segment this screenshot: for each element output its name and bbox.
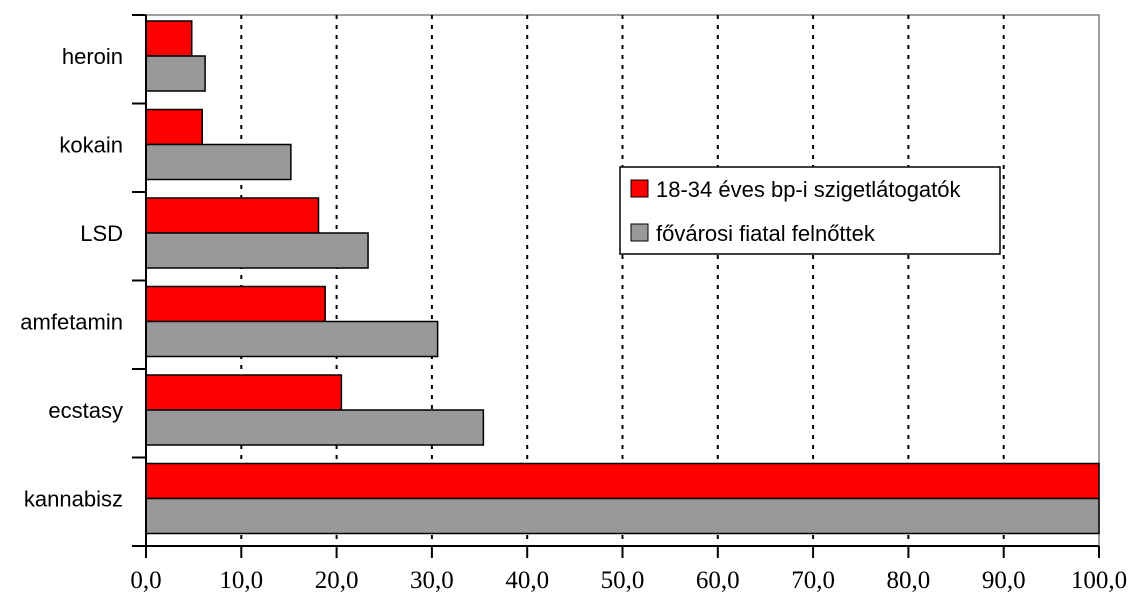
- bar-ecstasy-series-2: [145, 409, 485, 446]
- bar-LSD-series-1: [145, 197, 320, 234]
- legend-swatch-series-1: [630, 179, 649, 198]
- x-tick-labels: 0,0 10,0 20,0 30,0 40,0 50,0 60,0 70,0 80,0 90,0 1…: [130, 567, 1127, 594]
- axes: [132, 14, 1100, 558]
- legend: 18-34 éves bp-i szigetlátogatók fővárosi…: [619, 166, 1001, 255]
- bar-kokain-series-1: [145, 108, 203, 146]
- x-tick-label: 10,0: [219, 567, 263, 594]
- x-tick-label: 60,0: [696, 567, 740, 594]
- x-tick-label: 90,0: [982, 567, 1026, 594]
- x-tick-label: 20,0: [315, 567, 359, 594]
- legend-label-series-2: fővárosi fiatal felnőttek: [656, 221, 876, 246]
- bar-ecstasy-series-1: [145, 374, 343, 411]
- x-tick-label: 100,0: [1071, 567, 1127, 594]
- x-tick-label: 80,0: [887, 567, 931, 594]
- bars: [145, 20, 1100, 535]
- bar-kannabisz-series-2: [145, 497, 1100, 535]
- bar-LSD-series-2: [145, 232, 369, 269]
- category-labels: heroin kokain LSD amfetamin ecstasy kannabisz: [20, 44, 123, 512]
- bar-kokain-series-2: [145, 143, 292, 181]
- bar-amfetamin-series-1: [145, 285, 326, 323]
- legend-box: [619, 166, 1001, 255]
- category-label: kannabisz: [24, 487, 123, 512]
- x-tick-label: 40,0: [505, 567, 549, 594]
- legend-swatch-series-2: [630, 223, 649, 242]
- bar-heroin-series-1: [145, 20, 193, 57]
- x-tick-label: 70,0: [791, 567, 835, 594]
- x-tick-label: 0,0: [130, 567, 161, 594]
- category-label: amfetamin: [20, 310, 123, 335]
- category-label: LSD: [80, 221, 123, 246]
- category-label: kokain: [59, 133, 123, 158]
- legend-label-series-1: 18-34 éves bp-i szigetlátogatók: [656, 177, 962, 202]
- bar-kannabisz-series-1: [145, 462, 1100, 500]
- category-label: heroin: [62, 44, 123, 69]
- x-tick-label: 50,0: [601, 567, 645, 594]
- bar-heroin-series-2: [145, 55, 206, 92]
- x-tick-label: 30,0: [410, 567, 454, 594]
- bar-amfetamin-series-2: [145, 320, 439, 358]
- category-label: ecstasy: [48, 398, 123, 423]
